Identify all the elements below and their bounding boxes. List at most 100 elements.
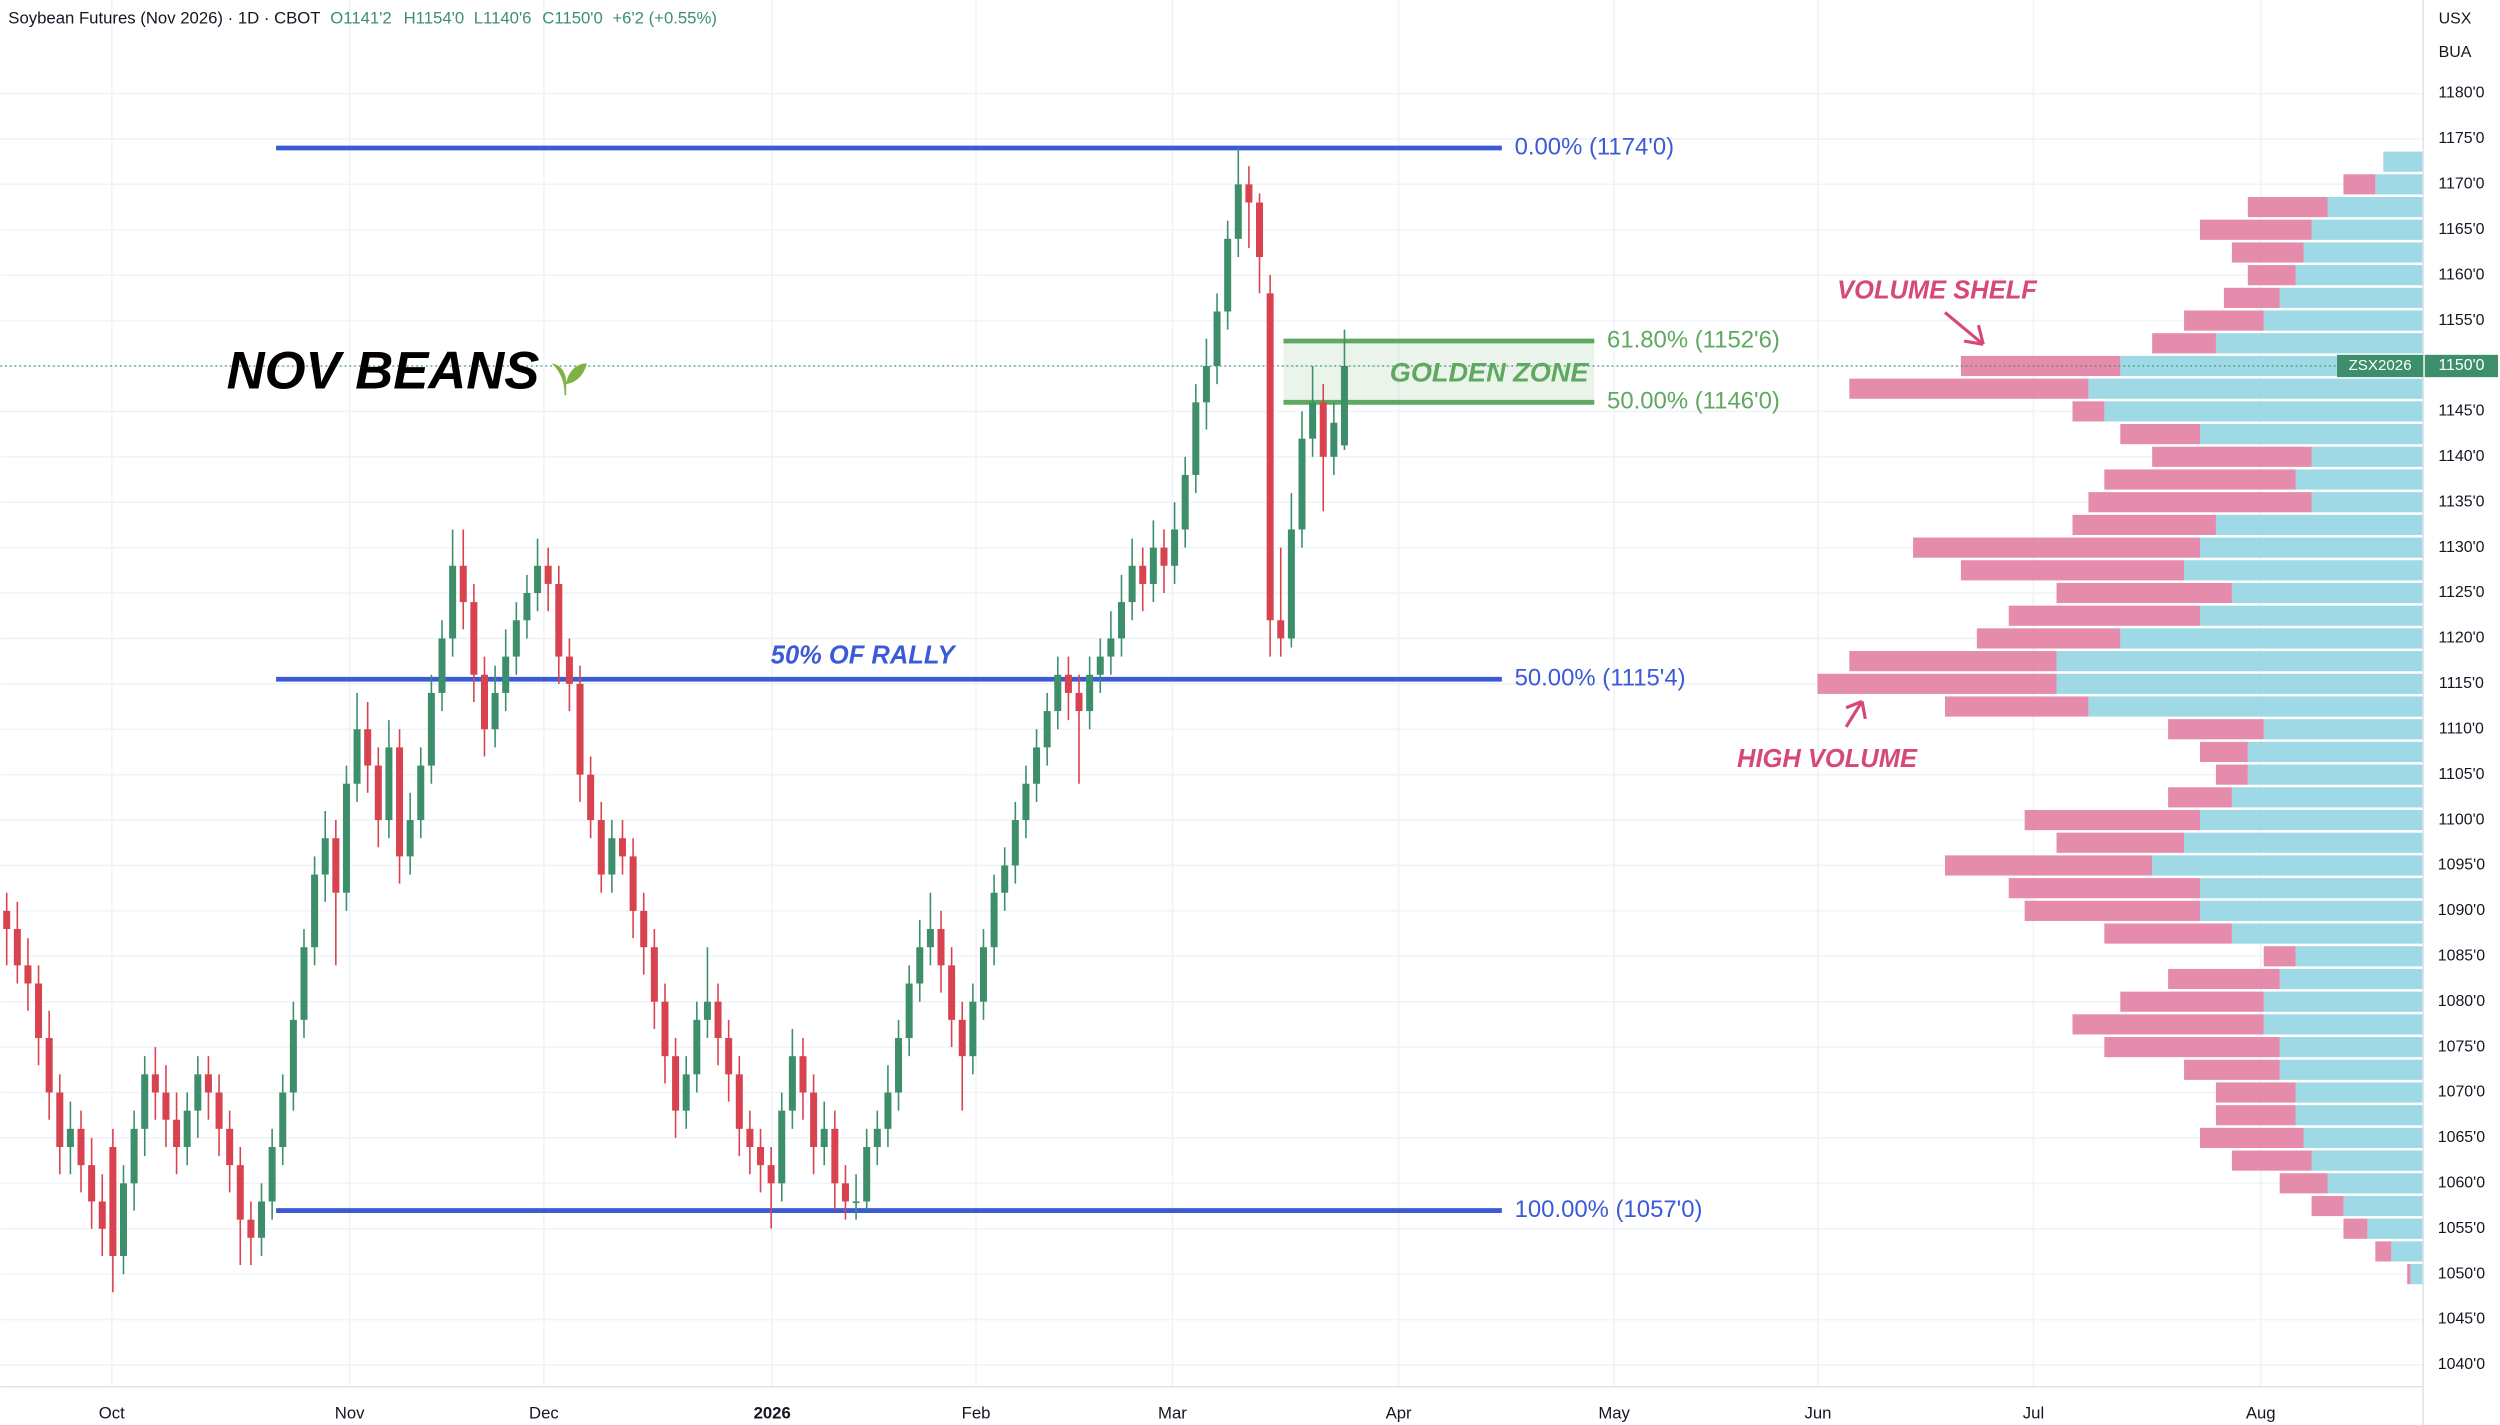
x-tick-label: Jul [2023, 1403, 2044, 1422]
candle-body [194, 1074, 202, 1111]
volume-up [2104, 401, 2424, 422]
volume-down [2215, 1105, 2296, 1126]
candle-body [725, 1038, 733, 1075]
y-tick-label: 1125'0 [2438, 584, 2484, 601]
symbol-tag-bg [2337, 354, 2424, 378]
volume-down [2152, 446, 2312, 467]
y-tick-label: 1145'0 [2438, 403, 2484, 420]
candles [3, 148, 1348, 1293]
y-tick-label: 1155'0 [2438, 312, 2484, 329]
candle-body [746, 1128, 754, 1147]
volume-down [2168, 968, 2280, 990]
volume-down [1944, 855, 2153, 876]
candle-body [926, 929, 934, 948]
volume-up [2295, 1105, 2424, 1126]
candle-body [300, 947, 308, 1020]
candle-body [1096, 656, 1104, 675]
x-tick-label: May [1598, 1403, 1630, 1422]
candle-body [1266, 293, 1274, 621]
candle-body [852, 1201, 860, 1204]
x-tick-label: Feb [962, 1403, 991, 1422]
volume-up [2184, 832, 2424, 853]
volume-down [1913, 537, 2200, 558]
candle-body [916, 947, 924, 984]
x-tick-label: Oct [99, 1403, 125, 1422]
y-tick-label: 1130'0 [2438, 539, 2484, 556]
x-tick-label: Aug [2246, 1403, 2276, 1422]
volume-down [2120, 424, 2200, 445]
candle-body [236, 1165, 244, 1220]
volume-up [2200, 900, 2424, 921]
currency: USX [2439, 10, 2472, 27]
candle-body [1117, 602, 1126, 639]
candle-body [35, 983, 43, 1039]
candle-body [173, 1119, 181, 1147]
volume-down [2247, 265, 2296, 286]
volume-up [2279, 968, 2424, 990]
price-tag: 1150'0 [2438, 357, 2484, 374]
volume-up [2231, 582, 2424, 604]
y-tick-label: 1115'0 [2439, 675, 2484, 692]
candle-body [948, 965, 956, 1020]
volume-up [2383, 151, 2424, 172]
candle-body [204, 1074, 212, 1093]
arrow [1943, 311, 1985, 346]
candle-body [1213, 311, 1221, 366]
volume-up [2200, 809, 2424, 831]
candle-body [1149, 547, 1157, 584]
volume-up [2263, 719, 2424, 740]
candle-body [990, 892, 998, 948]
x-tick-label: Nov [335, 1403, 365, 1422]
volume-up [2295, 1082, 2424, 1103]
candle-body [895, 1038, 903, 1093]
candle-body [45, 1038, 53, 1093]
candle-body [1330, 422, 1338, 457]
volume-down [2184, 310, 2264, 331]
volume-up [2343, 1195, 2424, 1217]
volume-down [2231, 1150, 2312, 1171]
candle-body [650, 947, 658, 1002]
fib-label: 50.00% (1146'0) [1607, 388, 1780, 415]
candle-body [374, 765, 382, 821]
candle-body [449, 565, 457, 639]
symbol-tag: ZSX2026 [2349, 357, 2412, 374]
candle-body [884, 1092, 892, 1129]
candle-body [863, 1146, 871, 1202]
candle-body [958, 1019, 966, 1057]
volume-down [2311, 1195, 2344, 1217]
candle-body [417, 765, 425, 821]
candle-body [1001, 865, 1009, 893]
volume-down [2223, 287, 2280, 308]
volume-down [2279, 1173, 2328, 1194]
candle-body [820, 1128, 828, 1147]
candle-body [268, 1146, 276, 1202]
fib-label: 61.80% (1152'6) [1607, 326, 1780, 353]
volume-down [1960, 560, 2185, 581]
volume-down [2407, 1264, 2411, 1285]
volume-up [2303, 242, 2424, 263]
header-value: H1154'0 [404, 9, 465, 28]
candle-body [1054, 674, 1062, 712]
fib-label: 0.00% (1174'0) [1515, 133, 1675, 160]
candle-body [258, 1201, 266, 1238]
candle-body [703, 1001, 711, 1020]
x-tick-label: Mar [1158, 1403, 1187, 1422]
candle-body [1128, 565, 1136, 603]
candle-body [1287, 529, 1295, 639]
volume-up [2295, 946, 2424, 967]
candle-body [1224, 238, 1232, 312]
candle-body [247, 1219, 255, 1238]
candle-body [778, 1110, 786, 1184]
volume-up [2327, 196, 2424, 218]
candle-body [1234, 184, 1242, 239]
volume-down [2104, 469, 2296, 490]
volume-down [2104, 923, 2232, 944]
y-tick-label: 1090'0 [2438, 902, 2485, 919]
y-tick-label: 1085'0 [2438, 947, 2485, 964]
candle-body [905, 983, 913, 1039]
y-tick-label: 1095'0 [2438, 857, 2485, 874]
candle-body [937, 929, 945, 966]
volume-up [2200, 605, 2424, 626]
